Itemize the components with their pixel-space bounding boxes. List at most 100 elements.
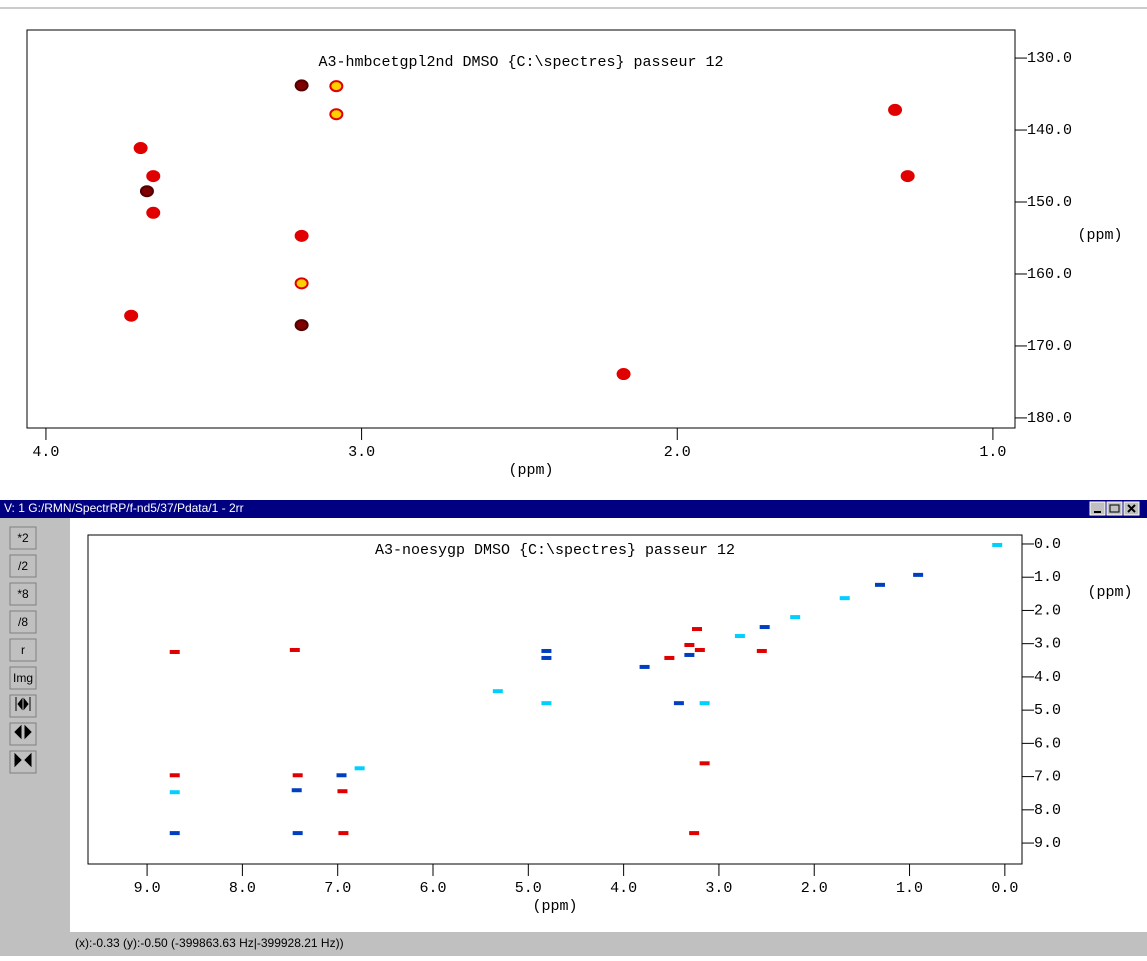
- x-axis-label: (ppm): [532, 898, 577, 915]
- y-tick-label: 140.0: [1027, 122, 1072, 139]
- tool-button-label: Img: [13, 671, 33, 685]
- tool-button-label: *2: [17, 531, 29, 545]
- peak: [124, 309, 139, 322]
- x-tick-label: 2.0: [664, 444, 691, 461]
- y-tick-label: 150.0: [1027, 194, 1072, 211]
- peak: [541, 648, 552, 653]
- close-icon: [1127, 504, 1136, 513]
- peak: [639, 664, 650, 669]
- y-tick-label: 1.0: [1034, 569, 1061, 586]
- peak: [329, 80, 344, 93]
- peak: [888, 103, 903, 116]
- peak: [839, 596, 850, 601]
- peak: [289, 647, 300, 652]
- x-tick-label: 2.0: [801, 880, 828, 897]
- peak: [291, 788, 302, 793]
- tool-button[interactable]: [9, 694, 37, 718]
- peak: [664, 655, 675, 660]
- tool-button[interactable]: [9, 722, 37, 746]
- x-tick-label: 4.0: [610, 880, 637, 897]
- peak: [294, 319, 309, 332]
- x-tick-label: 8.0: [229, 880, 256, 897]
- window-chrome: V: 1 G:/RMN/SpectrRP/f-nd5/37/Pdata/1 - …: [0, 500, 1147, 956]
- x-tick-label: 5.0: [515, 880, 542, 897]
- peak: [492, 689, 503, 694]
- tool-button[interactable]: [9, 554, 37, 578]
- y-tick-label: 160.0: [1027, 266, 1072, 283]
- peak: [329, 108, 344, 121]
- y-tick-label: 2.0: [1034, 602, 1061, 619]
- peak: [146, 206, 161, 219]
- peak: [292, 831, 303, 836]
- tool-button[interactable]: [9, 582, 37, 606]
- y-axis-label: (ppm): [1087, 584, 1132, 601]
- y-tick-label: 6.0: [1034, 735, 1061, 752]
- peak: [699, 701, 710, 706]
- peak: [684, 652, 695, 657]
- status-bar: [0, 932, 1147, 956]
- peak: [354, 766, 365, 771]
- tool-icon: [15, 697, 31, 711]
- peak: [146, 170, 161, 183]
- tool-buttons: *2/2 *8/8 r Img: [9, 526, 37, 774]
- y-tick-label: 7.0: [1034, 769, 1061, 786]
- y-tick-label: 130.0: [1027, 50, 1072, 67]
- peak: [694, 647, 705, 652]
- peak: [169, 773, 180, 778]
- x-tick-label: 4.0: [32, 444, 59, 461]
- peak: [541, 701, 552, 706]
- peak: [169, 790, 180, 795]
- tool-button[interactable]: [9, 638, 37, 662]
- peak: [790, 615, 801, 620]
- x-tick-label: 3.0: [348, 444, 375, 461]
- peak: [294, 79, 309, 92]
- peak: [616, 368, 631, 381]
- peak: [692, 627, 703, 632]
- tool-button[interactable]: [9, 750, 37, 774]
- x-tick-label: 0.0: [991, 880, 1018, 897]
- tool-button-label: r: [21, 643, 25, 657]
- peak: [133, 142, 148, 155]
- plot-frame: [87, 534, 1023, 865]
- peak: [684, 642, 695, 647]
- x-tick-label: 7.0: [324, 880, 351, 897]
- window-title: V: 1 G:/RMN/SpectrRP/f-nd5/37/Pdata/1 - …: [4, 501, 244, 515]
- x-tick-label: 1.0: [896, 880, 923, 897]
- maximize-button[interactable]: [1106, 501, 1123, 516]
- y-tick-label: 170.0: [1027, 338, 1072, 355]
- status-text: (x):-0.33 (y):-0.50 (-399863.63 Hz|-3999…: [75, 936, 344, 950]
- peak: [992, 542, 1003, 547]
- peak: [294, 277, 309, 290]
- x-tick-label: 6.0: [420, 880, 447, 897]
- chart-title: A3-noesygp DMSO {C:\spectres} passeur 12: [375, 542, 735, 559]
- title-bar: [0, 500, 1147, 518]
- tool-button-label: *8: [17, 587, 29, 601]
- tool-button[interactable]: [9, 610, 37, 634]
- peak: [139, 185, 154, 198]
- y-tick-label: 9.0: [1034, 835, 1061, 852]
- peak: [673, 701, 684, 706]
- y-tick-label: 180.0: [1027, 410, 1072, 427]
- peak: [756, 648, 767, 653]
- peak: [759, 625, 770, 630]
- x-tick-label: 3.0: [705, 880, 732, 897]
- tool-button[interactable]: [9, 666, 37, 690]
- peak: [292, 773, 303, 778]
- peak: [699, 761, 710, 766]
- tool-button-label: /2: [18, 559, 28, 573]
- maximize-icon: [1109, 504, 1120, 513]
- tool-icon: [14, 724, 32, 740]
- peak: [169, 649, 180, 654]
- tool-button[interactable]: [9, 526, 37, 550]
- x-axis-label: (ppm): [508, 462, 553, 479]
- minimize-button[interactable]: [1089, 501, 1106, 516]
- peak: [541, 655, 552, 660]
- peak: [169, 831, 180, 836]
- y-tick-label: 8.0: [1034, 802, 1061, 819]
- y-tick-label: 3.0: [1034, 636, 1061, 653]
- peak: [294, 229, 309, 242]
- peak: [874, 582, 885, 587]
- peak: [689, 831, 700, 836]
